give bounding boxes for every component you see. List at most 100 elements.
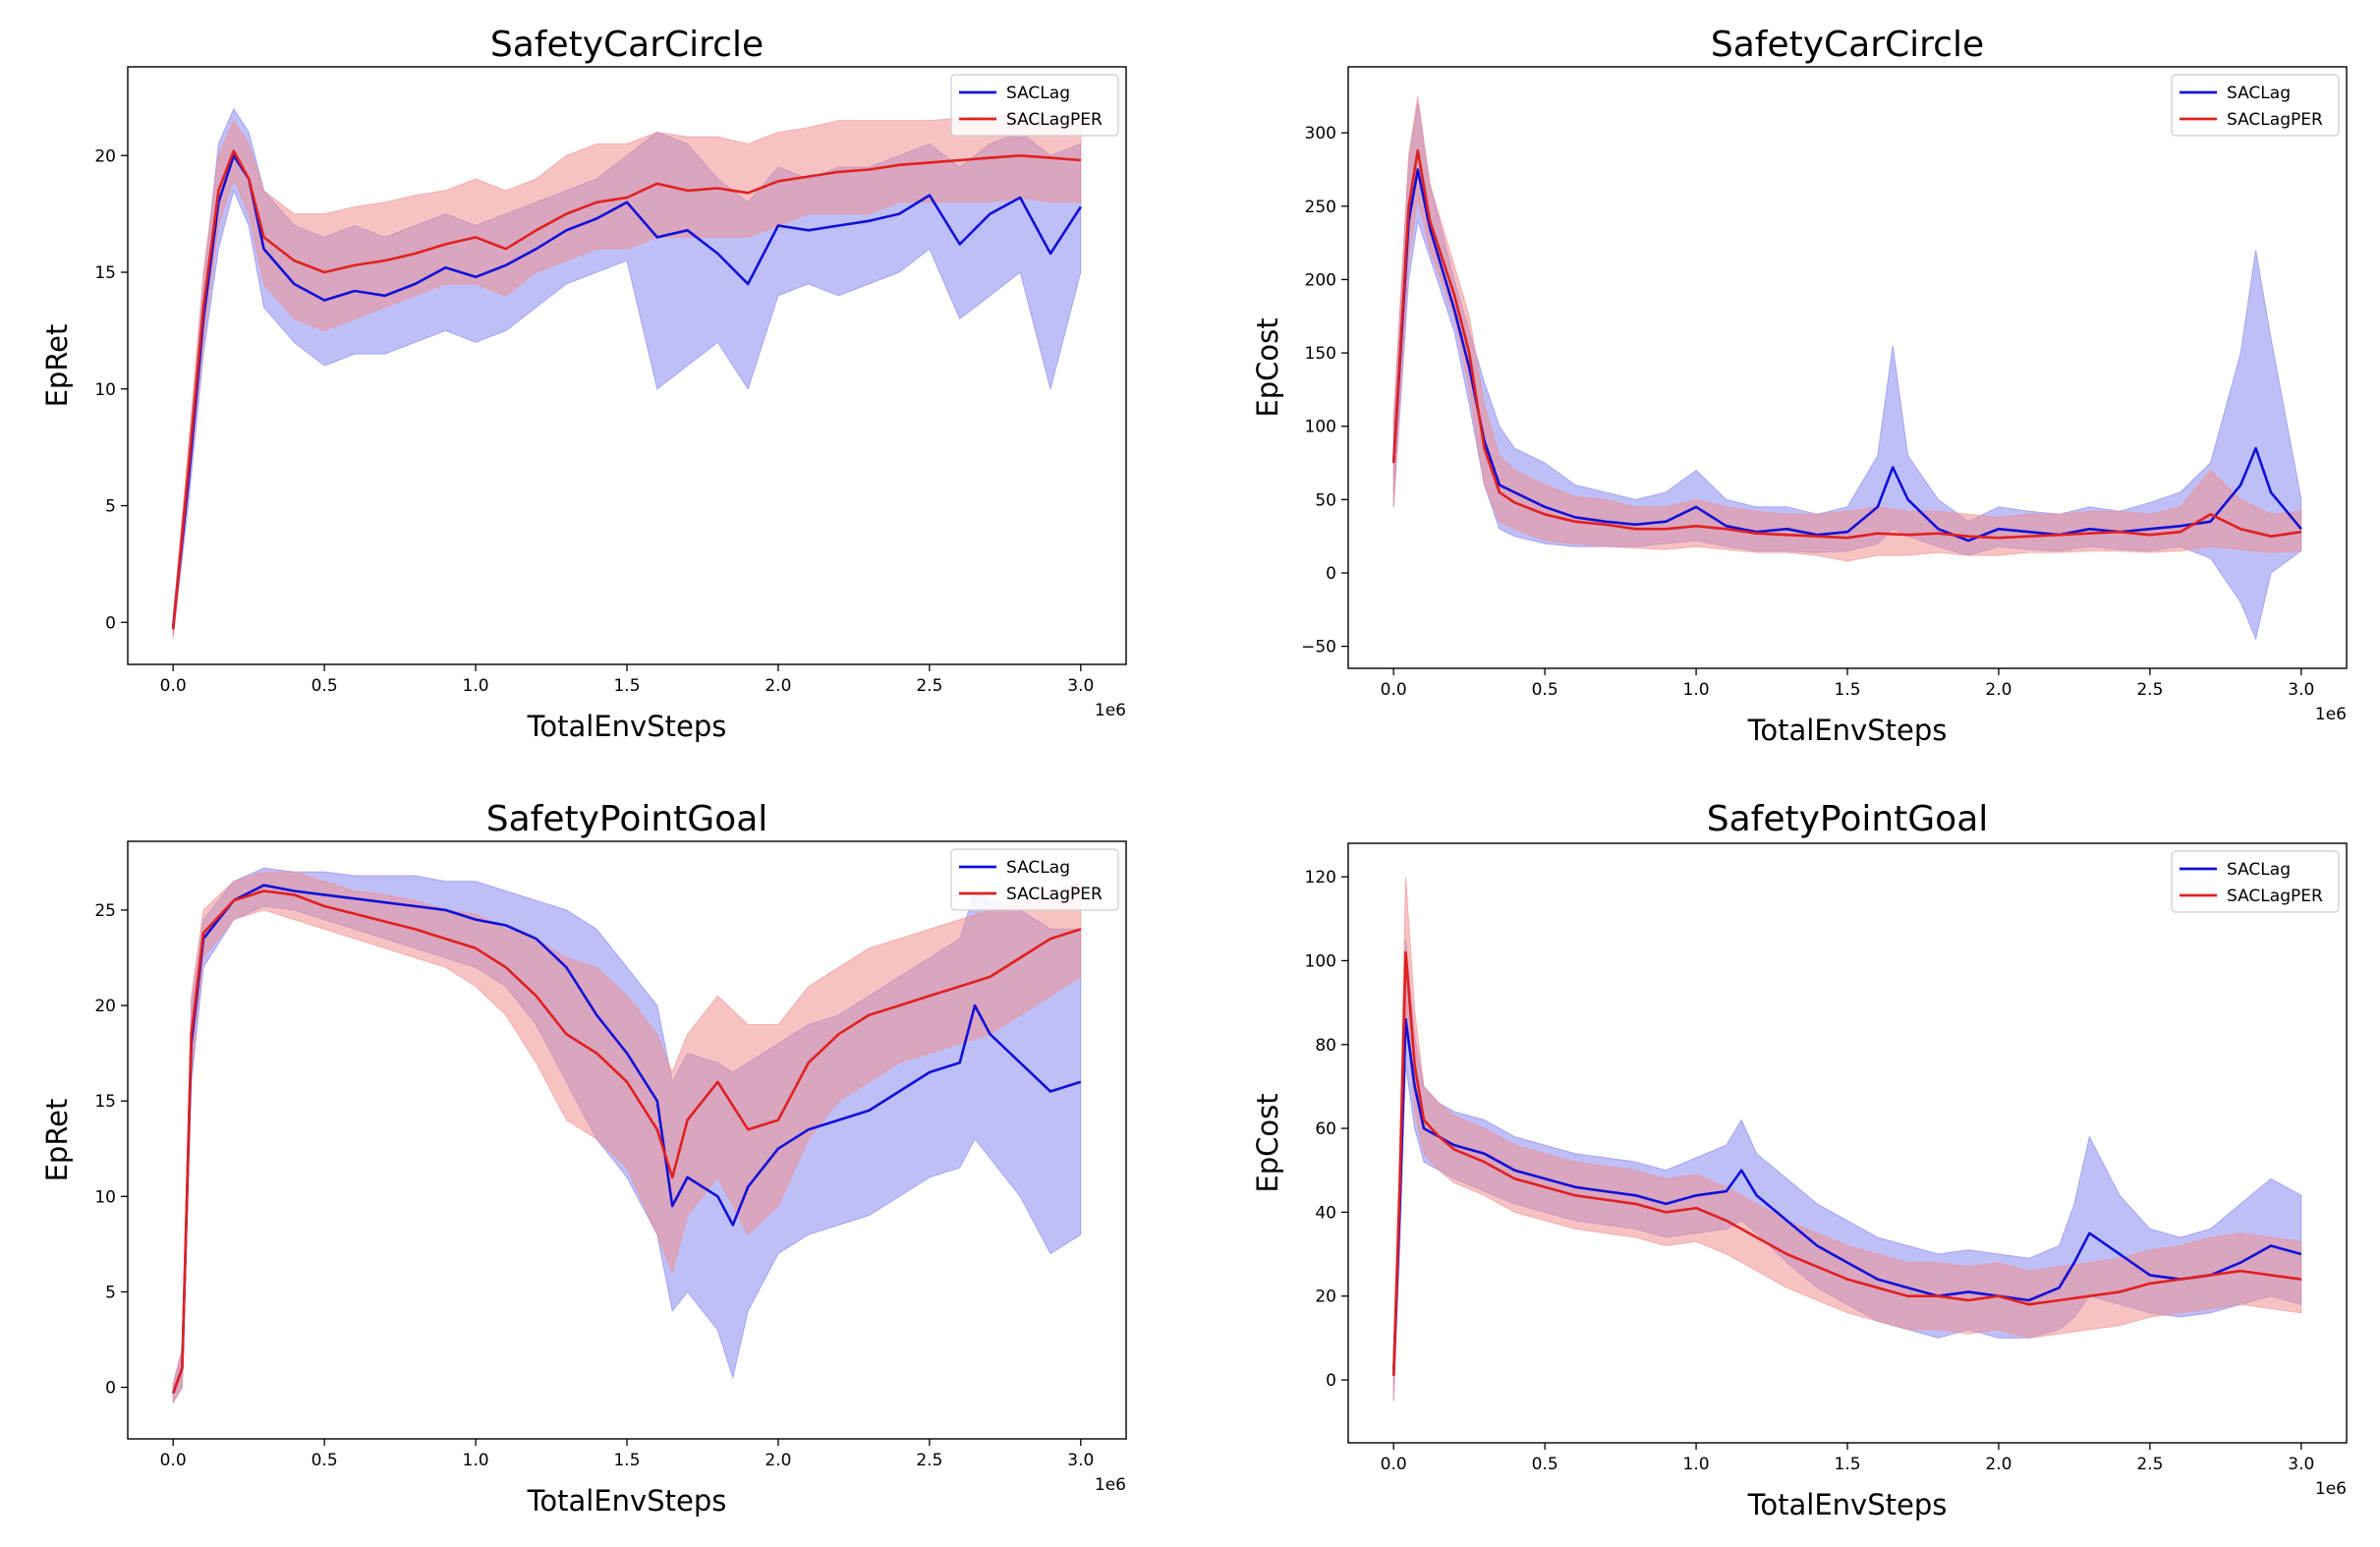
x-tick-label: 3.0: [2288, 1455, 2314, 1474]
x-axis-label: TotalEnvSteps: [1747, 714, 1948, 747]
y-tick-label: 5: [105, 1283, 116, 1302]
x-tick-label: 2.0: [1985, 680, 2012, 700]
x-tick-label: 0.0: [1381, 1455, 1407, 1474]
x-axis-label: TotalEnvSteps: [1747, 1488, 1948, 1521]
x-tick-label: 2.0: [765, 1451, 791, 1470]
x-tick-label: 2.0: [1985, 1455, 2012, 1474]
series-line-saclag: [171, 154, 1082, 628]
y-axis-label: EpCost: [1251, 1093, 1284, 1192]
chart-title: SafetyCarCircle: [1711, 25, 1984, 65]
legend-box: [950, 74, 1119, 137]
x-tick-label: 1.5: [1834, 1455, 1860, 1474]
plot-frame: [1347, 66, 2348, 669]
chart-title: SafetyCarCircle: [490, 25, 764, 65]
legend-label-saclag: SACLag: [2227, 860, 2291, 880]
confidence-band-saclagper: [172, 112, 1082, 639]
legend-label-saclagper: SACLagPER: [1006, 110, 1103, 130]
x-tick-label: 0.0: [1381, 680, 1407, 700]
x-tick-label: 1.5: [1834, 680, 1860, 700]
legend: SACLag SACLagPER: [2171, 850, 2340, 913]
legend-label-saclagper: SACLagPER: [2227, 110, 2323, 130]
y-tick-label: 10: [94, 380, 116, 400]
plot-frame: [127, 840, 1127, 1440]
x-tick-label: 0.0: [160, 676, 187, 696]
x-offset-label: 1e6: [2315, 705, 2347, 724]
confidence-band-saclagper: [1392, 877, 2302, 1402]
x-tick-label: 3.0: [2288, 680, 2314, 700]
x-tick-label: 2.5: [2136, 680, 2163, 700]
y-tick-label: 60: [1315, 1119, 1336, 1139]
y-tick-label: 250: [1305, 198, 1336, 217]
y-axis-label: EpRet: [40, 1099, 74, 1182]
legend-label-saclagper: SACLagPER: [1006, 885, 1103, 904]
y-tick-label: 150: [1305, 344, 1336, 364]
legend-box: [2171, 850, 2340, 913]
plot-area: [171, 107, 1082, 639]
y-tick-label: 50: [1315, 490, 1336, 510]
legend-label-saclag: SACLag: [1006, 84, 1070, 103]
y-tick-label: 80: [1315, 1036, 1336, 1056]
x-offset-label: 1e6: [2315, 1479, 2347, 1499]
confidence-band-saclagper: [172, 871, 1082, 1404]
x-tick-label: 1.0: [1683, 680, 1710, 700]
x-tick-label: 3.0: [1067, 1451, 1094, 1470]
y-tick-label: 0: [105, 1379, 116, 1399]
x-tick-label: 1.0: [463, 676, 489, 696]
legend-box: [950, 848, 1119, 911]
y-tick-label: 0: [1326, 1371, 1336, 1391]
chart-panel-1: SafetyCarCircle EpRet TotalEnvSteps 1e6 0.0 0…: [40, 25, 1127, 743]
legend-label-saclag: SACLag: [2227, 84, 2291, 103]
y-tick-label: 100: [1305, 951, 1336, 971]
x-tick-label: 2.5: [2136, 1455, 2163, 1474]
x-tick-label: 0.5: [312, 676, 338, 696]
chart-panel-3: SafetyPointGoal EpRet TotalEnvSteps 1e6 0.0 0…: [40, 799, 1127, 1518]
legend-label-saclagper: SACLagPER: [2227, 887, 2323, 906]
legend-label-saclag: SACLag: [1006, 858, 1070, 878]
y-tick-label: 15: [94, 1092, 116, 1112]
y-tick-label: −50: [1301, 638, 1336, 658]
x-axis-label: TotalEnvSteps: [527, 710, 727, 743]
series-line-saclagper: [171, 889, 1082, 1394]
y-tick-label: 100: [1305, 418, 1336, 437]
x-tick-label: 1.5: [613, 1451, 640, 1470]
x-tick-label: 3.0: [1067, 676, 1094, 696]
x-tick-label: 1.0: [1683, 1455, 1710, 1474]
x-tick-label: 0.0: [160, 1451, 187, 1470]
chart-title: SafetyPointGoal: [1707, 799, 1989, 839]
x-tick-label: 1.5: [613, 676, 640, 696]
chart-panel-2: SafetyCarCircle EpCost TotalEnvSteps 1e6 0.0…: [1251, 25, 2348, 747]
legend: SACLag SACLagPER: [950, 848, 1119, 911]
chart-panel-4: SafetyPointGoal EpCost TotalEnvSteps 1e6 0.0…: [1251, 799, 2348, 1521]
confidence-band-saclagper: [1392, 95, 2302, 562]
x-offset-label: 1e6: [1095, 1475, 1126, 1495]
x-tick-label: 0.5: [1532, 1455, 1558, 1474]
y-tick-label: 0: [105, 613, 116, 633]
y-tick-label: 10: [94, 1187, 116, 1207]
x-tick-label: 2.5: [916, 1451, 942, 1470]
plot-area: [171, 867, 1082, 1404]
y-axis-label: EpRet: [40, 324, 74, 408]
y-tick-label: 20: [94, 997, 116, 1016]
x-axis-label: TotalEnvSteps: [527, 1484, 727, 1518]
y-tick-label: 25: [94, 901, 116, 921]
series-line-saclagper: [171, 149, 1081, 630]
y-tick-label: 40: [1315, 1203, 1336, 1223]
y-tick-label: 15: [94, 263, 116, 283]
plot-frame: [127, 66, 1127, 665]
x-tick-label: 2.0: [765, 676, 791, 696]
y-tick-label: 0: [1326, 564, 1336, 584]
legend: SACLag SACLagPER: [950, 74, 1119, 137]
series-line-saclag: [171, 884, 1082, 1394]
legend: SACLag SACLagPER: [2171, 74, 2340, 137]
y-tick-label: 300: [1305, 124, 1336, 143]
x-tick-label: 0.5: [312, 1451, 338, 1470]
y-tick-label: 5: [105, 497, 116, 517]
series-line-saclag: [1391, 1017, 2302, 1376]
x-tick-label: 1.0: [463, 1451, 489, 1470]
series-line-saclagper: [1391, 950, 2301, 1376]
x-offset-label: 1e6: [1095, 701, 1126, 720]
y-tick-label: 20: [1315, 1288, 1336, 1307]
y-tick-label: 20: [94, 146, 116, 166]
x-tick-label: 2.5: [916, 676, 942, 696]
